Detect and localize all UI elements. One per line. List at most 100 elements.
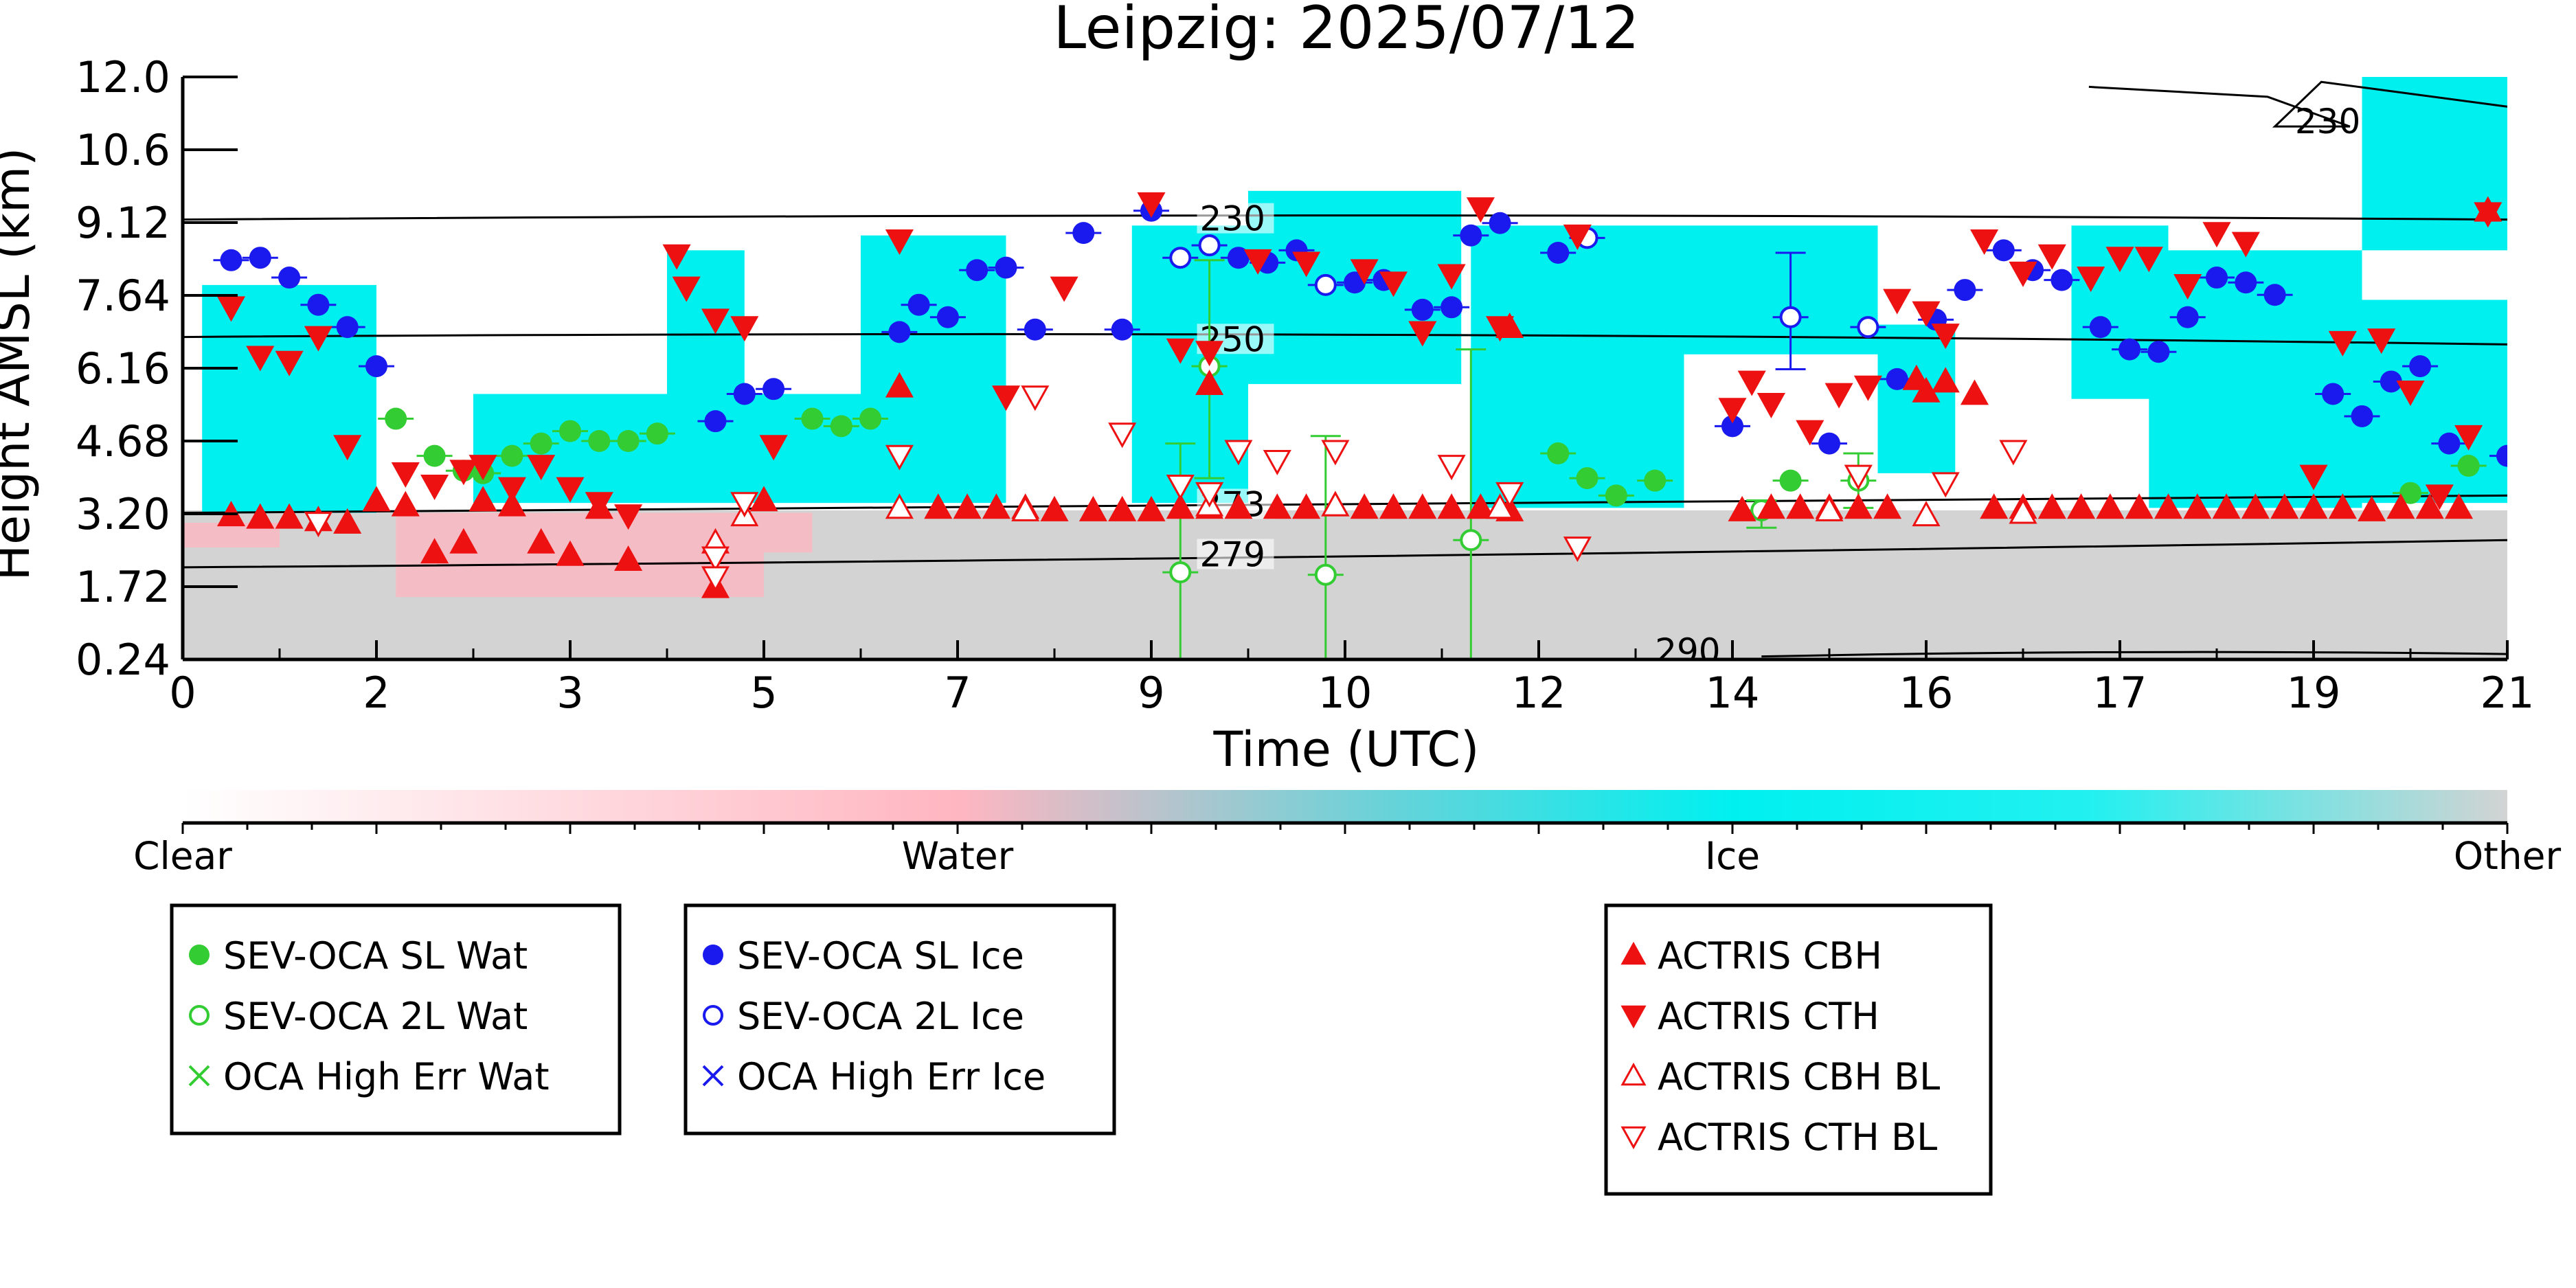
legend-label: OCA High Err Ice: [737, 1055, 1046, 1098]
colorbar-label-ice: Ice: [1705, 834, 1760, 878]
sev-oca-sl-ice-point: [1992, 239, 2015, 262]
sev-oca-2l-ice-point: [1779, 306, 1802, 328]
actris-cth-point: [1379, 271, 1408, 297]
actris-cth-point: [2037, 244, 2066, 270]
actris-cth-point: [1718, 398, 1747, 424]
actris-cth-bl-point: [1195, 482, 1224, 508]
actris-cbh-point: [1931, 367, 1960, 393]
legend-frame: [1604, 903, 1993, 1196]
sev-oca-sl-ice-point: [2496, 444, 2507, 467]
legend-marker: [189, 1005, 210, 1026]
isotherm-line: [183, 494, 2507, 515]
legend-marker: [189, 945, 210, 965]
y-tick-label: 4.68: [76, 416, 170, 466]
colorbar-gradient: [183, 790, 2507, 823]
legend-label: ACTRIS CTH: [1658, 995, 1879, 1038]
sev-oca-sl-ice-point: [1072, 222, 1095, 245]
sev-oca-sl-ice-point: [2176, 306, 2199, 328]
actris-cth-point: [1195, 341, 1224, 367]
sev-oca-sl-wat-point: [830, 415, 852, 438]
actris-cbh-point: [1263, 493, 1291, 519]
actris-cbh-bl-point: [1486, 493, 1515, 519]
isotherm-line: [183, 539, 2507, 569]
actris-cth-point: [991, 385, 1021, 411]
actris-cbh-point: [2125, 493, 2154, 519]
legend-marker: [703, 1005, 723, 1026]
actris-cth-point: [1050, 276, 1078, 302]
legend-frame: [683, 903, 1116, 1136]
sev-oca-sl-ice-point: [1954, 279, 1976, 302]
actris-cth-point: [1796, 420, 1824, 446]
actris-cth-point: [1292, 251, 1321, 278]
legend-label: ACTRIS CTH BL: [1658, 1116, 1937, 1159]
actris-cbh-point: [1873, 493, 1902, 519]
sev-oca-sl-ice-point: [2119, 338, 2141, 361]
actris-cbh-point: [1078, 495, 1107, 521]
actris-cth-point: [1563, 224, 1592, 250]
actris-cth-point: [2425, 484, 2454, 510]
sev-oca-sl-ice-point: [1460, 224, 1482, 247]
x-axis-label: Time (UTC): [1213, 721, 1480, 778]
actris-cth-bl-point: [701, 546, 730, 572]
legend-frame: [170, 903, 622, 1136]
colorbar-ticks: Clear Water Ice Other: [133, 823, 2561, 878]
actris-cth-point: [2474, 202, 2502, 228]
actris-cth-bl-point: [1166, 474, 1195, 500]
actris-cth-point: [1853, 375, 1882, 401]
actris-cbh-point: [1379, 493, 1408, 519]
actris-cth-point: [1408, 321, 1437, 347]
actris-cth-point: [1137, 192, 1166, 218]
actris-cbh-point: [468, 486, 497, 512]
y-tick-label: 10.6: [76, 125, 170, 175]
actris-cbh-point: [449, 528, 478, 554]
actris-cbh-bl-point: [1321, 490, 1350, 517]
sev-oca-sl-wat-point: [530, 432, 552, 455]
actris-cth-point: [2077, 267, 2105, 293]
actris-cbh-point: [2299, 493, 2328, 519]
actris-cbh-bl-point: [1912, 501, 1941, 527]
x-tick-label: 3: [556, 668, 583, 718]
actris-cth-point: [2328, 330, 2357, 357]
ice-region: [1471, 225, 1684, 508]
sev-oca-sl-wat-point: [385, 407, 407, 430]
x-tick-label: 21: [2481, 668, 2535, 718]
actris-cth-point: [672, 276, 701, 302]
actris-cbh-point: [2241, 493, 2270, 519]
sev-oca-sl-ice-point: [2263, 284, 2286, 306]
actris-cth-point: [2367, 328, 2396, 354]
actris-cth-point: [2396, 380, 2425, 406]
actris-cth-point: [2454, 425, 2483, 451]
isotherm-line: [183, 332, 2507, 346]
x-tick-label: 16: [1899, 668, 1954, 718]
sev-oca-sl-ice-point: [1440, 296, 1463, 319]
sev-oca-sl-ice-point: [1111, 318, 1133, 341]
isotherm-label-bg: [1197, 203, 1274, 234]
sev-oca-sl-ice-point: [2351, 405, 2373, 427]
actris-cbh-point: [1756, 493, 1785, 519]
actris-cth-point: [1912, 301, 1941, 327]
actris-cbh-point: [1108, 495, 1137, 521]
actris-cbh-point: [1166, 493, 1195, 519]
sev-oca-sl-wat-point: [617, 430, 640, 452]
actris-cbh-bl-point: [1815, 495, 1844, 521]
sev-oca-sl-ice-point: [2235, 271, 2257, 294]
actris-cth-point: [333, 435, 362, 461]
legend-marker: [1620, 1126, 1647, 1150]
actris-cbh-bl-point: [1011, 495, 1040, 521]
y-ticks: 0.24 1.72 3.20 4.68 6.16 7.64 9.12 10.6 12.0: [76, 52, 238, 685]
sev-oca-sl-ice-point: [1227, 247, 1250, 269]
actris-cbh-point: [2386, 493, 2415, 519]
sev-oca-sl-ice-point: [1818, 432, 1840, 455]
sev-oca-sl-wat-point: [2457, 455, 2480, 477]
sev-oca-sl-wat-point: [1547, 442, 1570, 465]
y-tick-label: 3.20: [76, 489, 170, 539]
colorbar-label-other: Other: [2454, 834, 2562, 878]
actris-cth-point: [1883, 289, 1912, 315]
sev-oca-2l-ice-point: [1198, 234, 1221, 257]
actris-cbh-point: [1728, 495, 1756, 521]
legend-marker: [1620, 1005, 1647, 1029]
sev-oca-sl-ice-point: [995, 256, 1017, 279]
actris-cth-point: [275, 350, 304, 376]
actris-cth-point: [527, 455, 556, 481]
